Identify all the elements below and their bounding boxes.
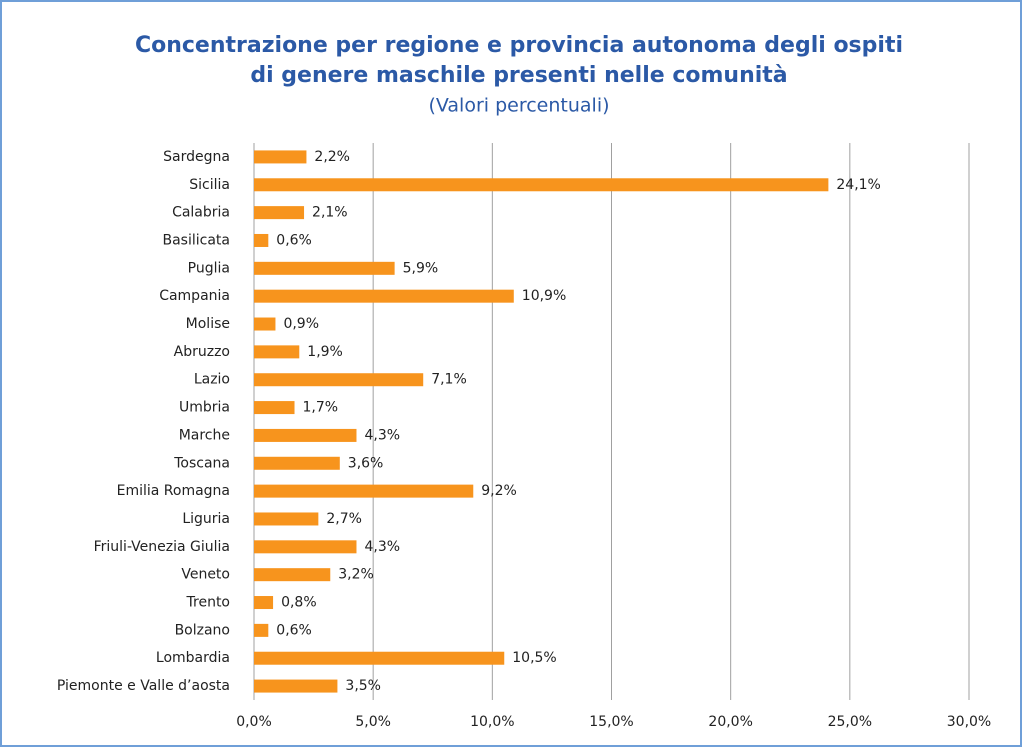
x-tick-label: 5,0% [355, 714, 391, 730]
y-tick-label: Sardegna [163, 149, 230, 165]
bar [254, 150, 307, 164]
bar [254, 428, 357, 442]
value-label: 10,5% [512, 650, 556, 666]
bar [254, 568, 331, 582]
bar [254, 401, 295, 415]
bar [254, 206, 305, 220]
bar [254, 623, 269, 637]
value-label: 2,1% [312, 205, 348, 221]
x-tick-label: 25,0% [828, 714, 872, 730]
y-tick-label: Trento [186, 595, 230, 611]
y-tick-label: Piemonte e Valle d’aosta [57, 678, 230, 694]
y-tick-label: Liguria [182, 511, 230, 527]
y-tick-label: Calabria [172, 205, 230, 221]
value-label: 1,7% [303, 400, 339, 416]
value-label: 1,9% [307, 344, 343, 360]
chart-title: Concentrazione per regione e provincia a… [135, 33, 903, 58]
bar [254, 373, 424, 387]
x-tick-label: 20,0% [708, 714, 752, 730]
y-tick-label: Friuli-Venezia Giulia [94, 539, 230, 555]
x-tick-label: 10,0% [470, 714, 514, 730]
value-label: 3,6% [348, 455, 384, 471]
bar [254, 233, 269, 247]
bar [254, 596, 274, 610]
value-label: 0,6% [276, 622, 312, 638]
value-label: 0,9% [283, 316, 319, 332]
value-label: 4,3% [364, 539, 400, 555]
value-label: 7,1% [431, 372, 467, 388]
value-label: 24,1% [836, 177, 880, 193]
value-label: 10,9% [522, 288, 566, 304]
y-tick-label: Abruzzo [174, 344, 230, 360]
y-tick-label: Bolzano [175, 622, 230, 638]
value-label: 2,7% [326, 511, 362, 527]
y-tick-label: Sicilia [189, 177, 230, 193]
y-tick-label: Umbria [179, 400, 230, 416]
bar [254, 484, 474, 498]
x-tick-label: 15,0% [589, 714, 633, 730]
bar [254, 261, 395, 275]
value-label: 3,5% [345, 678, 381, 694]
bar [254, 651, 505, 665]
bar [254, 679, 338, 693]
value-label: 4,3% [364, 427, 400, 443]
value-label: 5,9% [403, 260, 439, 276]
chart-subtitle: (Valori percentuali) [428, 95, 609, 117]
bar [254, 456, 340, 470]
chart-title: di genere maschile presenti nelle comuni… [250, 63, 787, 88]
y-tick-label: Lazio [194, 372, 230, 388]
y-tick-label: Lombardia [156, 650, 230, 666]
value-label: 2,2% [314, 149, 350, 165]
value-label: 9,2% [481, 483, 517, 499]
x-tick-label: 0,0% [236, 714, 272, 730]
y-tick-label: Veneto [181, 567, 230, 583]
bar [254, 540, 357, 554]
y-tick-label: Emilia Romagna [117, 483, 230, 499]
value-label: 3,2% [338, 567, 374, 583]
y-tick-label: Molise [186, 316, 230, 332]
value-label: 0,6% [276, 232, 312, 248]
x-tick-label: 30,0% [947, 714, 991, 730]
y-tick-label: Marche [179, 427, 230, 443]
value-label: 0,8% [281, 595, 317, 611]
y-tick-label: Basilicata [163, 232, 231, 248]
bar [254, 178, 829, 192]
bar [254, 512, 319, 526]
bar [254, 289, 514, 303]
y-tick-label: Puglia [188, 260, 230, 276]
y-tick-label: Toscana [173, 455, 230, 471]
bar [254, 317, 276, 331]
bar [254, 345, 300, 359]
y-tick-label: Campania [159, 288, 230, 304]
